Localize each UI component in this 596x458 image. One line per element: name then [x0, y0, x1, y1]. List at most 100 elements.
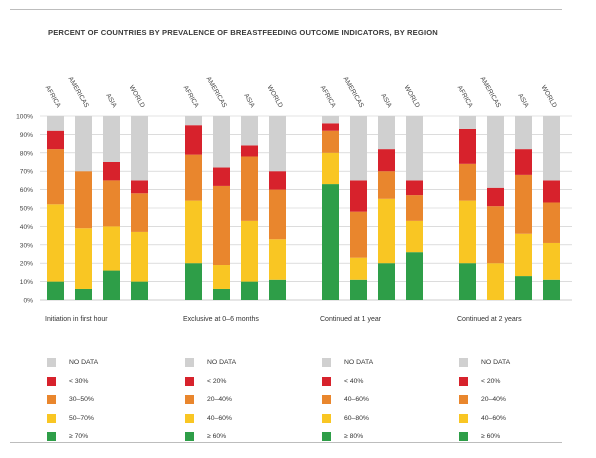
legend-swatch: [459, 376, 468, 386]
category-label: WORLD: [402, 84, 420, 109]
legend-swatch: [185, 432, 194, 441]
bar-segment-red: [515, 149, 532, 175]
bar-segment-no-data: [241, 116, 258, 146]
bar-segment-orange: [350, 211, 367, 258]
legend-label: NO DATA: [69, 359, 99, 366]
y-tick-label: 40%: [20, 224, 33, 231]
y-tick-label: 80%: [20, 150, 33, 157]
legend-label: ≥ 60%: [207, 433, 227, 440]
legend-label: ≥ 80%: [344, 433, 364, 440]
legend-label: NO DATA: [344, 359, 374, 366]
category-label: ASIA: [379, 92, 393, 109]
y-tick-label: 60%: [20, 187, 33, 194]
bar-segment-red: [131, 180, 148, 194]
bar-segment-no-data: [378, 116, 395, 150]
legend-item: ≥ 60%: [459, 432, 569, 451]
bar-segment-red: [487, 187, 504, 207]
legend-item: 40–60%: [459, 413, 569, 433]
bar-segment-green: [131, 281, 148, 300]
category-label: AFRICA: [319, 85, 337, 110]
bar-segment-green: [543, 279, 560, 300]
bar-segment-orange: [241, 156, 258, 221]
legend-swatch: [185, 358, 194, 367]
legend-label: NO DATA: [207, 359, 237, 366]
bar-segment-orange: [103, 180, 120, 227]
bar-segment-no-data: [459, 116, 476, 129]
bar-segment-orange: [459, 163, 476, 201]
legend-label: < 40%: [344, 377, 364, 385]
legend-swatch: [459, 358, 468, 367]
bar-segment-red: [543, 180, 560, 203]
bar-segment-no-data: [213, 116, 230, 168]
legend-swatch: [47, 358, 56, 367]
bar-segment-no-data: [350, 116, 367, 181]
legend-block: NO DATA < 40% 40–60% 60–80% ≥ 80%: [322, 358, 432, 451]
legend-item: < 20%: [459, 376, 569, 396]
category-label: ASIA: [242, 92, 256, 109]
category-label: AFRICA: [44, 85, 62, 110]
legend-swatch: [322, 432, 331, 441]
bar-segment-no-data: [103, 116, 120, 162]
bar-segment-green: [322, 184, 339, 300]
bar-segment-yellow: [543, 242, 560, 280]
legend-label: < 30%: [69, 377, 89, 385]
legend-swatch: [459, 432, 468, 441]
category-label: ASIA: [104, 92, 118, 109]
y-tick-label: 10%: [20, 279, 33, 286]
bar-segment-green: [241, 281, 258, 300]
legend-item: NO DATA: [47, 358, 157, 377]
bar-segment-orange: [515, 174, 532, 234]
y-tick-label: 0%: [23, 298, 33, 305]
bar-segment-yellow: [459, 200, 476, 264]
bar-segment-no-data: [406, 116, 423, 181]
bar-segment-no-data: [75, 116, 92, 172]
bar-segment-orange: [543, 202, 560, 243]
bar-segment-green: [47, 281, 64, 300]
bar-segment-yellow: [185, 200, 202, 264]
legend-block: NO DATA < 30% 30–50% 50–70% ≥ 70%: [47, 358, 157, 451]
legend-item: < 20%: [185, 376, 295, 396]
category-label: ASIA: [516, 92, 530, 109]
legend-label: 40–60%: [481, 414, 506, 422]
bar-segment-green: [103, 270, 120, 300]
legend-swatch: [47, 395, 56, 404]
stacked-bar-chart: 0% 10% 20% 30% 40% 50% 60% 70% 80% 90% 100% AFRICA A…: [16, 76, 572, 323]
category-label: AFRICA: [456, 85, 474, 110]
bar-segment-red: [241, 145, 258, 157]
bar-segment-no-data: [515, 116, 532, 150]
bar-segment-green: [350, 279, 367, 300]
legend-swatch: [322, 395, 331, 404]
bar-segment-yellow: [47, 204, 64, 282]
legend-item: 40–60%: [185, 413, 295, 433]
legend-item: 30–50%: [47, 395, 157, 414]
legend-swatch: [322, 358, 331, 367]
legend-swatch: [47, 432, 56, 441]
legend-label: < 20%: [481, 377, 501, 385]
bar-segment-orange: [378, 171, 395, 199]
category-label: AFRICA: [182, 85, 200, 110]
y-tick-label: 100%: [16, 114, 33, 121]
bar-segment-yellow: [350, 257, 367, 280]
group-label: Continued at 1 year: [320, 316, 382, 323]
bar-segment-yellow: [378, 198, 395, 264]
bar-segment-no-data: [47, 116, 64, 131]
legend-label: < 20%: [207, 377, 227, 385]
bar-segment-orange: [487, 206, 504, 264]
bar-segment-red: [213, 167, 230, 186]
legend-swatch: [185, 395, 194, 404]
legend-item: < 30%: [47, 376, 157, 396]
bar-segment-no-data: [543, 116, 560, 181]
bar-segment-green: [185, 263, 202, 300]
group-label: Initiation in first hour: [45, 316, 108, 323]
group-label: Exclusive at 0–6 months: [183, 316, 259, 323]
chart-title: PERCENT OF COUNTRIES BY PREVALENCE OF BR…: [48, 28, 438, 37]
legend-item: 50–70%: [47, 413, 157, 433]
bar-segment-yellow: [269, 239, 286, 280]
top-divider: [10, 9, 562, 10]
bar-segment-red: [406, 180, 423, 196]
legend-swatch: [47, 413, 56, 423]
category-label: WORLD: [539, 84, 557, 109]
legend-swatch: [322, 413, 331, 423]
y-tick-label: 20%: [20, 261, 33, 268]
bar-segment-green: [213, 288, 230, 300]
